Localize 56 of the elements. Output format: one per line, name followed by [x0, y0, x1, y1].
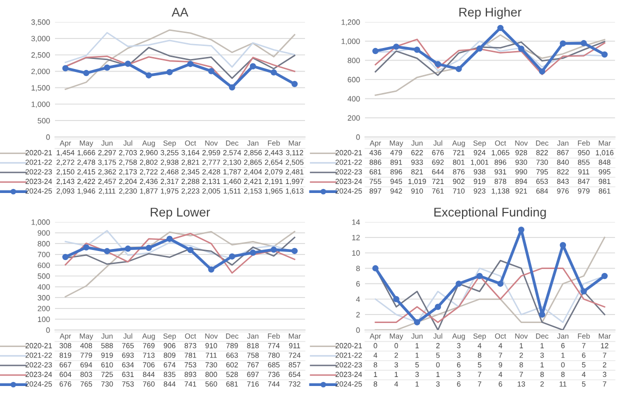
point: [62, 254, 69, 260]
point: [538, 68, 546, 75]
point: [187, 246, 194, 254]
point: [270, 69, 277, 76]
point: [538, 311, 546, 318]
point: [497, 24, 504, 32]
point: [250, 63, 256, 70]
point: [146, 72, 152, 78]
chart-title: AA: [172, 8, 188, 16]
point: [434, 60, 442, 68]
point: [187, 60, 194, 68]
point: [62, 65, 69, 72]
point: [228, 253, 236, 260]
point: [580, 40, 587, 46]
point: [250, 250, 256, 256]
chart-title: Rep Lower: [150, 208, 210, 220]
point: [104, 64, 110, 71]
point: [83, 70, 90, 76]
point: [456, 280, 462, 287]
point: [456, 66, 462, 72]
point: [124, 60, 132, 67]
point: [208, 266, 214, 273]
point: [393, 296, 400, 302]
point: [291, 248, 298, 254]
point: [580, 288, 587, 295]
point: [560, 242, 566, 248]
line-series: [64, 32, 296, 68]
point: [434, 304, 442, 310]
point: [208, 68, 214, 74]
point: [518, 226, 524, 233]
point: [518, 46, 524, 52]
point: [270, 246, 277, 253]
point: [166, 68, 173, 76]
point: [393, 44, 400, 50]
point: [372, 265, 379, 272]
line-series: [374, 236, 606, 330]
point: [497, 280, 504, 287]
point: [124, 246, 132, 252]
point: [476, 45, 483, 52]
point: [228, 84, 236, 90]
point: [601, 272, 608, 280]
point: [83, 244, 90, 251]
point: [146, 244, 152, 252]
point: [166, 236, 173, 242]
chart-title: Rep Higher: [459, 7, 522, 20]
point: [601, 51, 608, 58]
line-series: [64, 29, 296, 90]
point: [414, 46, 420, 53]
point: [560, 40, 566, 47]
point: [372, 48, 379, 54]
chart-title: Exceptional Funding: [434, 207, 546, 220]
point: [476, 272, 483, 280]
line-series: [64, 230, 296, 298]
point: [104, 248, 110, 254]
point: [414, 319, 420, 326]
point: [291, 80, 298, 88]
